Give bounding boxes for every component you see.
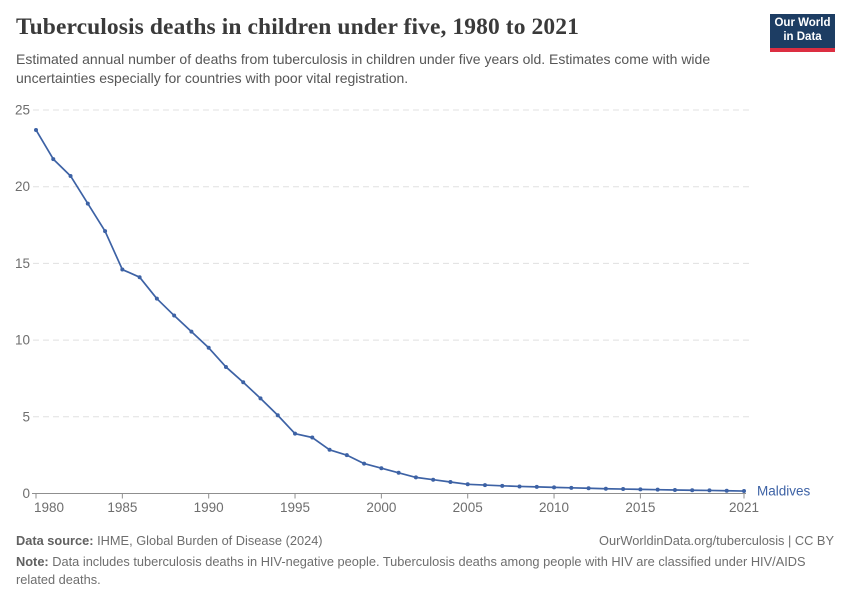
data-point[interactable] <box>603 486 608 491</box>
data-point[interactable] <box>344 453 349 458</box>
x-axis-label: 2010 <box>539 500 569 515</box>
y-axis-label: 5 <box>22 409 30 424</box>
data-point[interactable] <box>154 296 159 301</box>
data-point[interactable] <box>275 413 280 418</box>
data-point[interactable] <box>621 487 626 492</box>
page-title: Tuberculosis deaths in children under fi… <box>16 14 579 40</box>
data-point[interactable] <box>258 396 263 401</box>
data-point[interactable] <box>362 461 367 466</box>
footer-note-label: Note: <box>16 554 49 569</box>
x-axis-label: 2000 <box>366 500 396 515</box>
y-axis-label: 0 <box>22 486 30 501</box>
data-point[interactable] <box>120 267 125 272</box>
data-point[interactable] <box>68 173 73 178</box>
data-point[interactable] <box>379 466 384 471</box>
data-point[interactable] <box>103 229 108 234</box>
data-point[interactable] <box>85 201 90 206</box>
data-point[interactable] <box>638 487 643 492</box>
y-axis-label: 20 <box>15 179 30 194</box>
owid-logo-line2: in Data <box>783 31 822 43</box>
y-axis-label: 15 <box>15 256 30 271</box>
data-point[interactable] <box>690 488 695 493</box>
data-point[interactable] <box>413 475 418 480</box>
data-point[interactable] <box>517 484 522 489</box>
data-source: Data source: IHME, Global Burden of Dise… <box>16 533 323 548</box>
data-point[interactable] <box>223 364 228 369</box>
data-point[interactable] <box>172 313 177 318</box>
data-point[interactable] <box>189 329 194 334</box>
owid-logo-red-bar <box>770 48 835 52</box>
line-chart: 0 5 10 15 20 25 1980 1985 1990 1995 2000 2005 2010 20… <box>15 103 811 516</box>
x-axis-label: 1995 <box>280 500 310 515</box>
x-axis-label: 2015 <box>625 500 655 515</box>
y-axis-label: 10 <box>15 333 30 348</box>
data-point[interactable] <box>206 345 211 350</box>
x-axis-label: 2021 <box>729 500 759 515</box>
data-point[interactable] <box>241 380 246 385</box>
data-point[interactable] <box>724 488 729 493</box>
data-point[interactable] <box>655 487 660 492</box>
owid-logo-box: Our World in Data <box>770 14 835 48</box>
series-line-maldives[interactable] <box>35 129 745 492</box>
chart-footer: Data source: IHME, Global Burden of Dise… <box>16 533 834 589</box>
data-point[interactable] <box>707 488 712 493</box>
data-source-label: Data source: <box>16 533 94 548</box>
owid-logo: Our World in Data <box>770 14 835 52</box>
x-axis-label: 1980 <box>34 500 64 515</box>
data-point[interactable] <box>34 127 38 132</box>
data-point[interactable] <box>396 470 401 475</box>
data-point[interactable] <box>569 485 574 490</box>
x-axis-label: 1985 <box>107 500 137 515</box>
data-point[interactable] <box>327 447 332 452</box>
data-point[interactable] <box>310 435 315 440</box>
data-point[interactable] <box>448 479 453 484</box>
chart-header: Tuberculosis deaths in children under fi… <box>16 14 761 88</box>
series-label-maldives[interactable]: Maldives <box>757 484 811 499</box>
footer-note: Note: Data includes tuberculosis deaths … <box>16 553 828 589</box>
data-point[interactable] <box>742 489 746 494</box>
x-axis-label: 1990 <box>194 500 224 515</box>
data-point[interactable] <box>482 483 487 488</box>
data-point[interactable] <box>500 483 505 488</box>
data-point[interactable] <box>465 482 470 487</box>
y-axis-label: 25 <box>15 103 30 118</box>
data-point[interactable] <box>431 477 436 482</box>
owid-logo-line1: Our World <box>774 17 831 30</box>
footer-license-link[interactable]: OurWorldinData.org/tuberculosis | CC BY <box>599 533 834 548</box>
data-point[interactable] <box>586 486 591 491</box>
chart-subtitle: Estimated annual number of deaths from t… <box>16 51 711 87</box>
data-point[interactable] <box>51 157 56 162</box>
data-point[interactable] <box>672 487 677 492</box>
x-axis-label: 2005 <box>453 500 483 515</box>
data-point[interactable] <box>137 275 142 280</box>
footer-note-text: Data includes tuberculosis deaths in HIV… <box>16 554 806 588</box>
data-point[interactable] <box>534 484 539 489</box>
data-point[interactable] <box>293 431 298 436</box>
data-source-value: IHME, Global Burden of Disease (2024) <box>97 533 323 548</box>
data-point[interactable] <box>552 485 557 490</box>
